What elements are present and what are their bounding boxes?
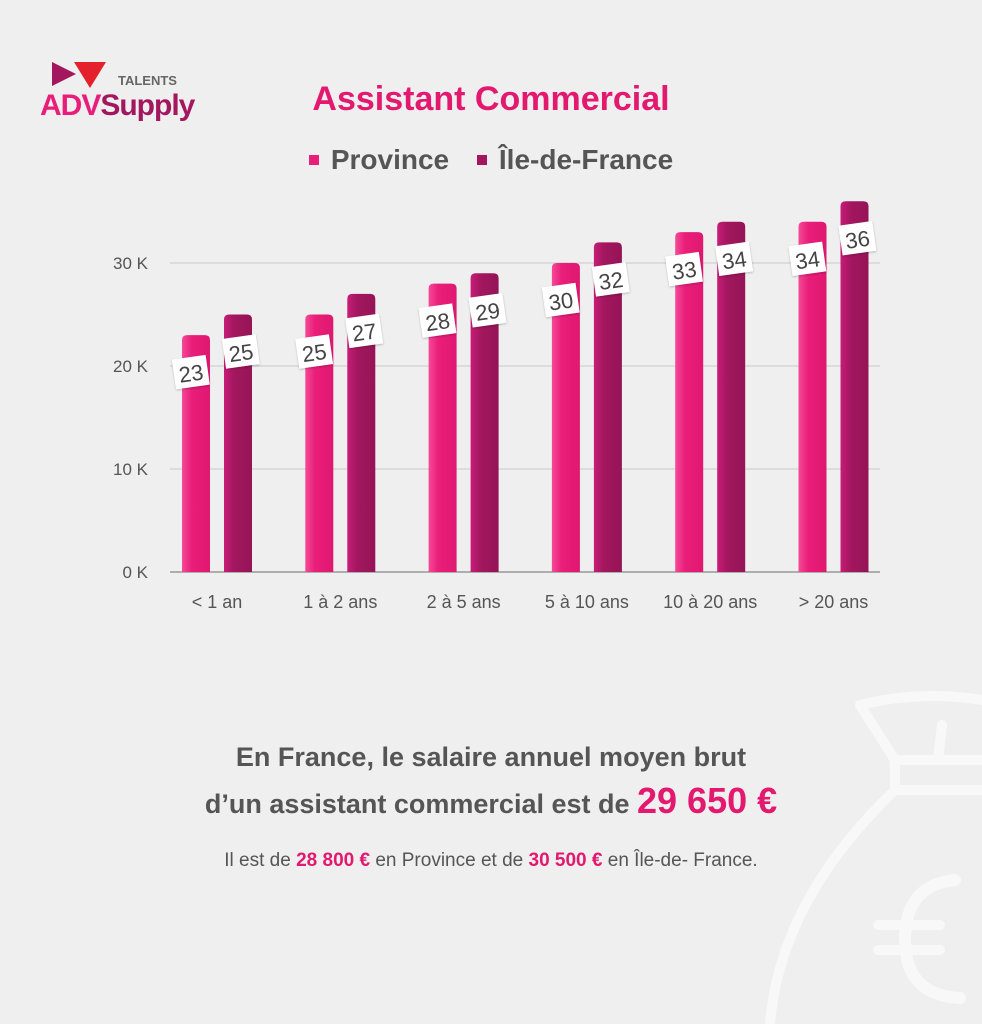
x-tick-label: 2 à 5 ans <box>427 592 501 612</box>
bar-idf <box>470 273 499 572</box>
bar-province <box>182 335 210 572</box>
svg-text:34: 34 <box>794 246 822 274</box>
y-tick-label: 30 K <box>113 254 149 273</box>
svg-text:30: 30 <box>547 287 575 315</box>
svg-text:25: 25 <box>301 339 329 367</box>
money-bag-icon <box>765 691 982 1024</box>
svg-text:29: 29 <box>474 298 502 326</box>
x-tick-label: 5 à 10 ans <box>545 592 629 612</box>
bar-chart: 0 K 10 K 20 K 30 K < 1 an 1 à 2 ans 2 à 5 ans 5… <box>113 201 880 612</box>
logo-mark-icon <box>52 62 106 88</box>
svg-text:33: 33 <box>670 257 698 285</box>
bar-province <box>305 314 334 572</box>
bar-idf <box>593 242 622 572</box>
svg-text:36: 36 <box>844 226 872 254</box>
svg-text:28: 28 <box>424 308 452 336</box>
svg-text:32: 32 <box>597 267 625 295</box>
summary-line2: d’un assistant commercial est de 29 650 … <box>0 779 982 826</box>
detail-part: en Province et de <box>370 850 529 871</box>
data-label: 27 <box>345 313 384 349</box>
data-label: 34 <box>715 241 753 277</box>
legend-item-province: Province <box>308 144 450 176</box>
bar-idf <box>840 201 869 572</box>
logo-supply: Supply <box>100 89 195 122</box>
legend-label: Île-de-France <box>498 144 674 175</box>
svg-text:25: 25 <box>227 339 255 367</box>
summary-text: d’un assistant commercial est de <box>204 789 638 819</box>
data-label: 25 <box>295 334 334 369</box>
legend-swatch <box>308 155 319 165</box>
svg-text:23: 23 <box>177 360 205 388</box>
summary-line1: En France, le salaire annuel moyen brut <box>235 742 747 772</box>
legend-item-idf: Île-de-France <box>476 144 674 176</box>
detail-text: Il est de 28 800 € en Province et de 30 … <box>0 850 982 872</box>
data-label: 36 <box>838 220 877 256</box>
x-tick-label: > 20 ans <box>799 592 869 612</box>
chart-title: Assistant Commercial <box>312 80 670 118</box>
y-tick-label: 20 K <box>113 357 149 376</box>
average-salary: 29 650 € <box>637 780 778 821</box>
detail-part: Il est de <box>224 850 297 871</box>
y-tick-label: 0 K <box>122 563 148 582</box>
bar-province <box>428 283 457 572</box>
x-tick-label: 10 à 20 ans <box>663 592 757 612</box>
legend-swatch <box>476 155 487 165</box>
detail-part: en Île-de- France. <box>602 850 758 871</box>
bar-idf <box>717 221 746 573</box>
data-label: 23 <box>171 354 210 390</box>
bar-province <box>675 232 704 572</box>
data-label: 25 <box>221 334 260 369</box>
logo: TALENTS ADVSupply <box>38 58 208 128</box>
logo-brand: ADVSupply <box>40 89 195 122</box>
x-tick-label: 1 à 2 ans <box>303 592 377 612</box>
logo-adv: ADV <box>40 89 101 122</box>
legend: Province Île-de-France <box>0 140 982 176</box>
data-label: 32 <box>591 262 630 297</box>
data-label: 34 <box>788 241 827 277</box>
data-label: 28 <box>418 303 457 338</box>
bar-province <box>798 221 827 573</box>
data-label: 29 <box>468 293 507 328</box>
y-tick-label: 10 K <box>113 460 149 479</box>
x-tick-label: < 1 an <box>192 592 243 612</box>
logo-talents: TALENTS <box>118 73 177 88</box>
summary: En France, le salaire annuel moyen brut … <box>0 735 982 826</box>
bar-province <box>551 263 580 572</box>
bar-idf <box>224 314 252 572</box>
legend-label: Province <box>330 144 450 175</box>
svg-text:27: 27 <box>351 318 379 346</box>
bar-idf <box>347 293 376 572</box>
data-label: 33 <box>665 251 703 287</box>
data-label: 30 <box>541 282 580 318</box>
svg-text:34: 34 <box>720 246 748 274</box>
province-amount: 28 800 € <box>296 850 371 871</box>
idf-amount: 30 500 € <box>528 850 603 871</box>
